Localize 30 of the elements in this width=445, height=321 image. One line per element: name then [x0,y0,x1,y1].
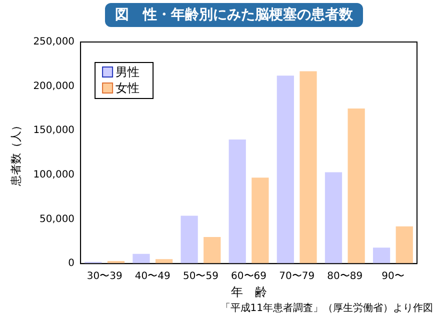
y-tick-label: 200,000 [33,80,75,92]
bar [132,254,150,264]
bar [228,140,246,264]
x-tick-label: 90〜 [382,271,404,282]
bar [276,76,294,264]
chart-title: 図 性・年齢別にみた脳梗塞の患者数 [105,3,363,27]
legend-label: 女性 [116,81,140,96]
legend-label: 男性 [116,65,140,80]
text: 「平成11年患者調査」（厚生労働省）より作図 [220,302,433,315]
bar [180,216,198,264]
y-tick-label: 100,000 [33,170,75,181]
x-tick-label: 80〜89 [327,271,363,282]
bar [396,226,413,264]
x-tick-label: 70〜79 [279,271,315,282]
y-axis-title: 患者数（人） [9,120,22,187]
x-tick-label: 50〜59 [182,271,218,282]
bar [348,108,365,264]
bar [372,248,390,264]
x-tick-label: 40〜49 [134,271,170,282]
y-tick-label: 250,000 [33,36,75,48]
x-axis-title: 年 齢 [230,284,267,299]
bar [300,71,317,264]
y-tick-label: 150,000 [33,125,75,136]
bar [324,172,342,264]
bar [204,237,221,264]
x-tick-label: 30〜39 [86,271,122,282]
x-tick-label: 60〜69 [231,271,267,282]
y-tick-label: 0 [68,258,75,270]
y-tick-label: 50,000 [40,214,75,225]
bar [252,178,269,264]
